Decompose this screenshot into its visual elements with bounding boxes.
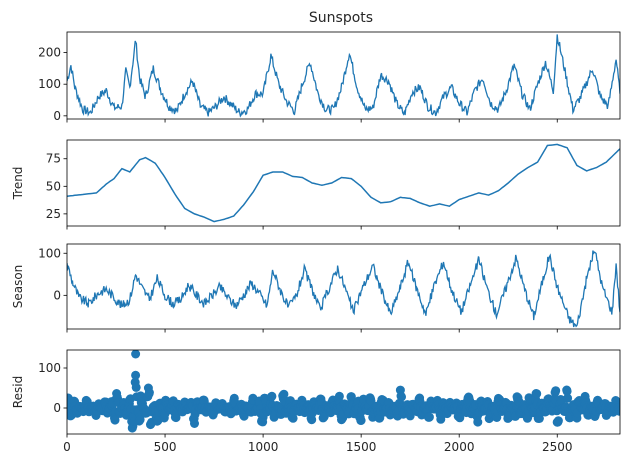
resid-dot — [110, 415, 120, 425]
resid-dot — [131, 350, 141, 359]
y-tick-label: 200 — [38, 46, 61, 60]
y-tick-label: 100 — [38, 246, 61, 260]
y-tick-label: 100 — [38, 77, 61, 91]
y-tick-label: 0 — [53, 401, 61, 415]
resid-dot — [424, 412, 434, 422]
resid-dot — [553, 416, 563, 426]
axes-frame — [66, 243, 621, 330]
y-tick-label: 75 — [46, 152, 61, 166]
resid-dot — [190, 419, 199, 428]
series-line — [67, 34, 620, 118]
resid-dot — [356, 416, 366, 425]
resid-dot — [532, 389, 542, 399]
series-line — [67, 143, 620, 223]
x-tick-label: 2000 — [444, 440, 475, 454]
y-axis-label: Resid — [11, 376, 25, 408]
resid-dot — [131, 382, 141, 392]
y-axis-label: Season — [11, 265, 25, 309]
x-tick-label: 1000 — [248, 440, 279, 454]
axes-frame — [66, 31, 621, 120]
resid-dot — [615, 406, 620, 416]
resid-dot — [279, 389, 289, 399]
resid-dot — [135, 415, 145, 425]
resid-dot — [288, 413, 298, 423]
x-tick-label: 2500 — [542, 440, 573, 454]
x-tick-label: 500 — [154, 440, 177, 454]
resid-dot — [334, 391, 344, 401]
y-tick-label: 50 — [46, 179, 61, 193]
series-line — [67, 250, 620, 328]
resid-dot — [144, 388, 154, 398]
y-tick-label: 25 — [46, 207, 61, 221]
resid-dot — [563, 393, 573, 403]
resid-dot — [562, 386, 572, 396]
y-tick-label: 0 — [53, 288, 61, 302]
resid-dots — [67, 350, 620, 433]
resid-dot — [397, 392, 406, 402]
resid-dot — [455, 413, 465, 423]
resid-dot — [131, 370, 141, 380]
y-axis-label: Trend — [11, 167, 25, 201]
chart-title: Sunspots — [309, 10, 373, 26]
axes-frame — [66, 139, 621, 227]
resid-dot — [473, 417, 483, 427]
resid-dot — [551, 386, 561, 396]
y-tick-label: 100 — [38, 361, 61, 375]
y-tick-label: 0 — [53, 109, 61, 123]
x-tick-label: 1500 — [346, 440, 377, 454]
axes-frame — [66, 349, 621, 435]
x-tick-label: 0 — [63, 440, 71, 454]
season-panel: 0 100 Season — [11, 243, 621, 333]
resid-dot — [375, 413, 385, 423]
trend-panel: 25 50 75 Trend — [11, 139, 621, 230]
observed-panel: 0 100 200 — [38, 31, 621, 123]
resid-dot — [267, 391, 277, 401]
